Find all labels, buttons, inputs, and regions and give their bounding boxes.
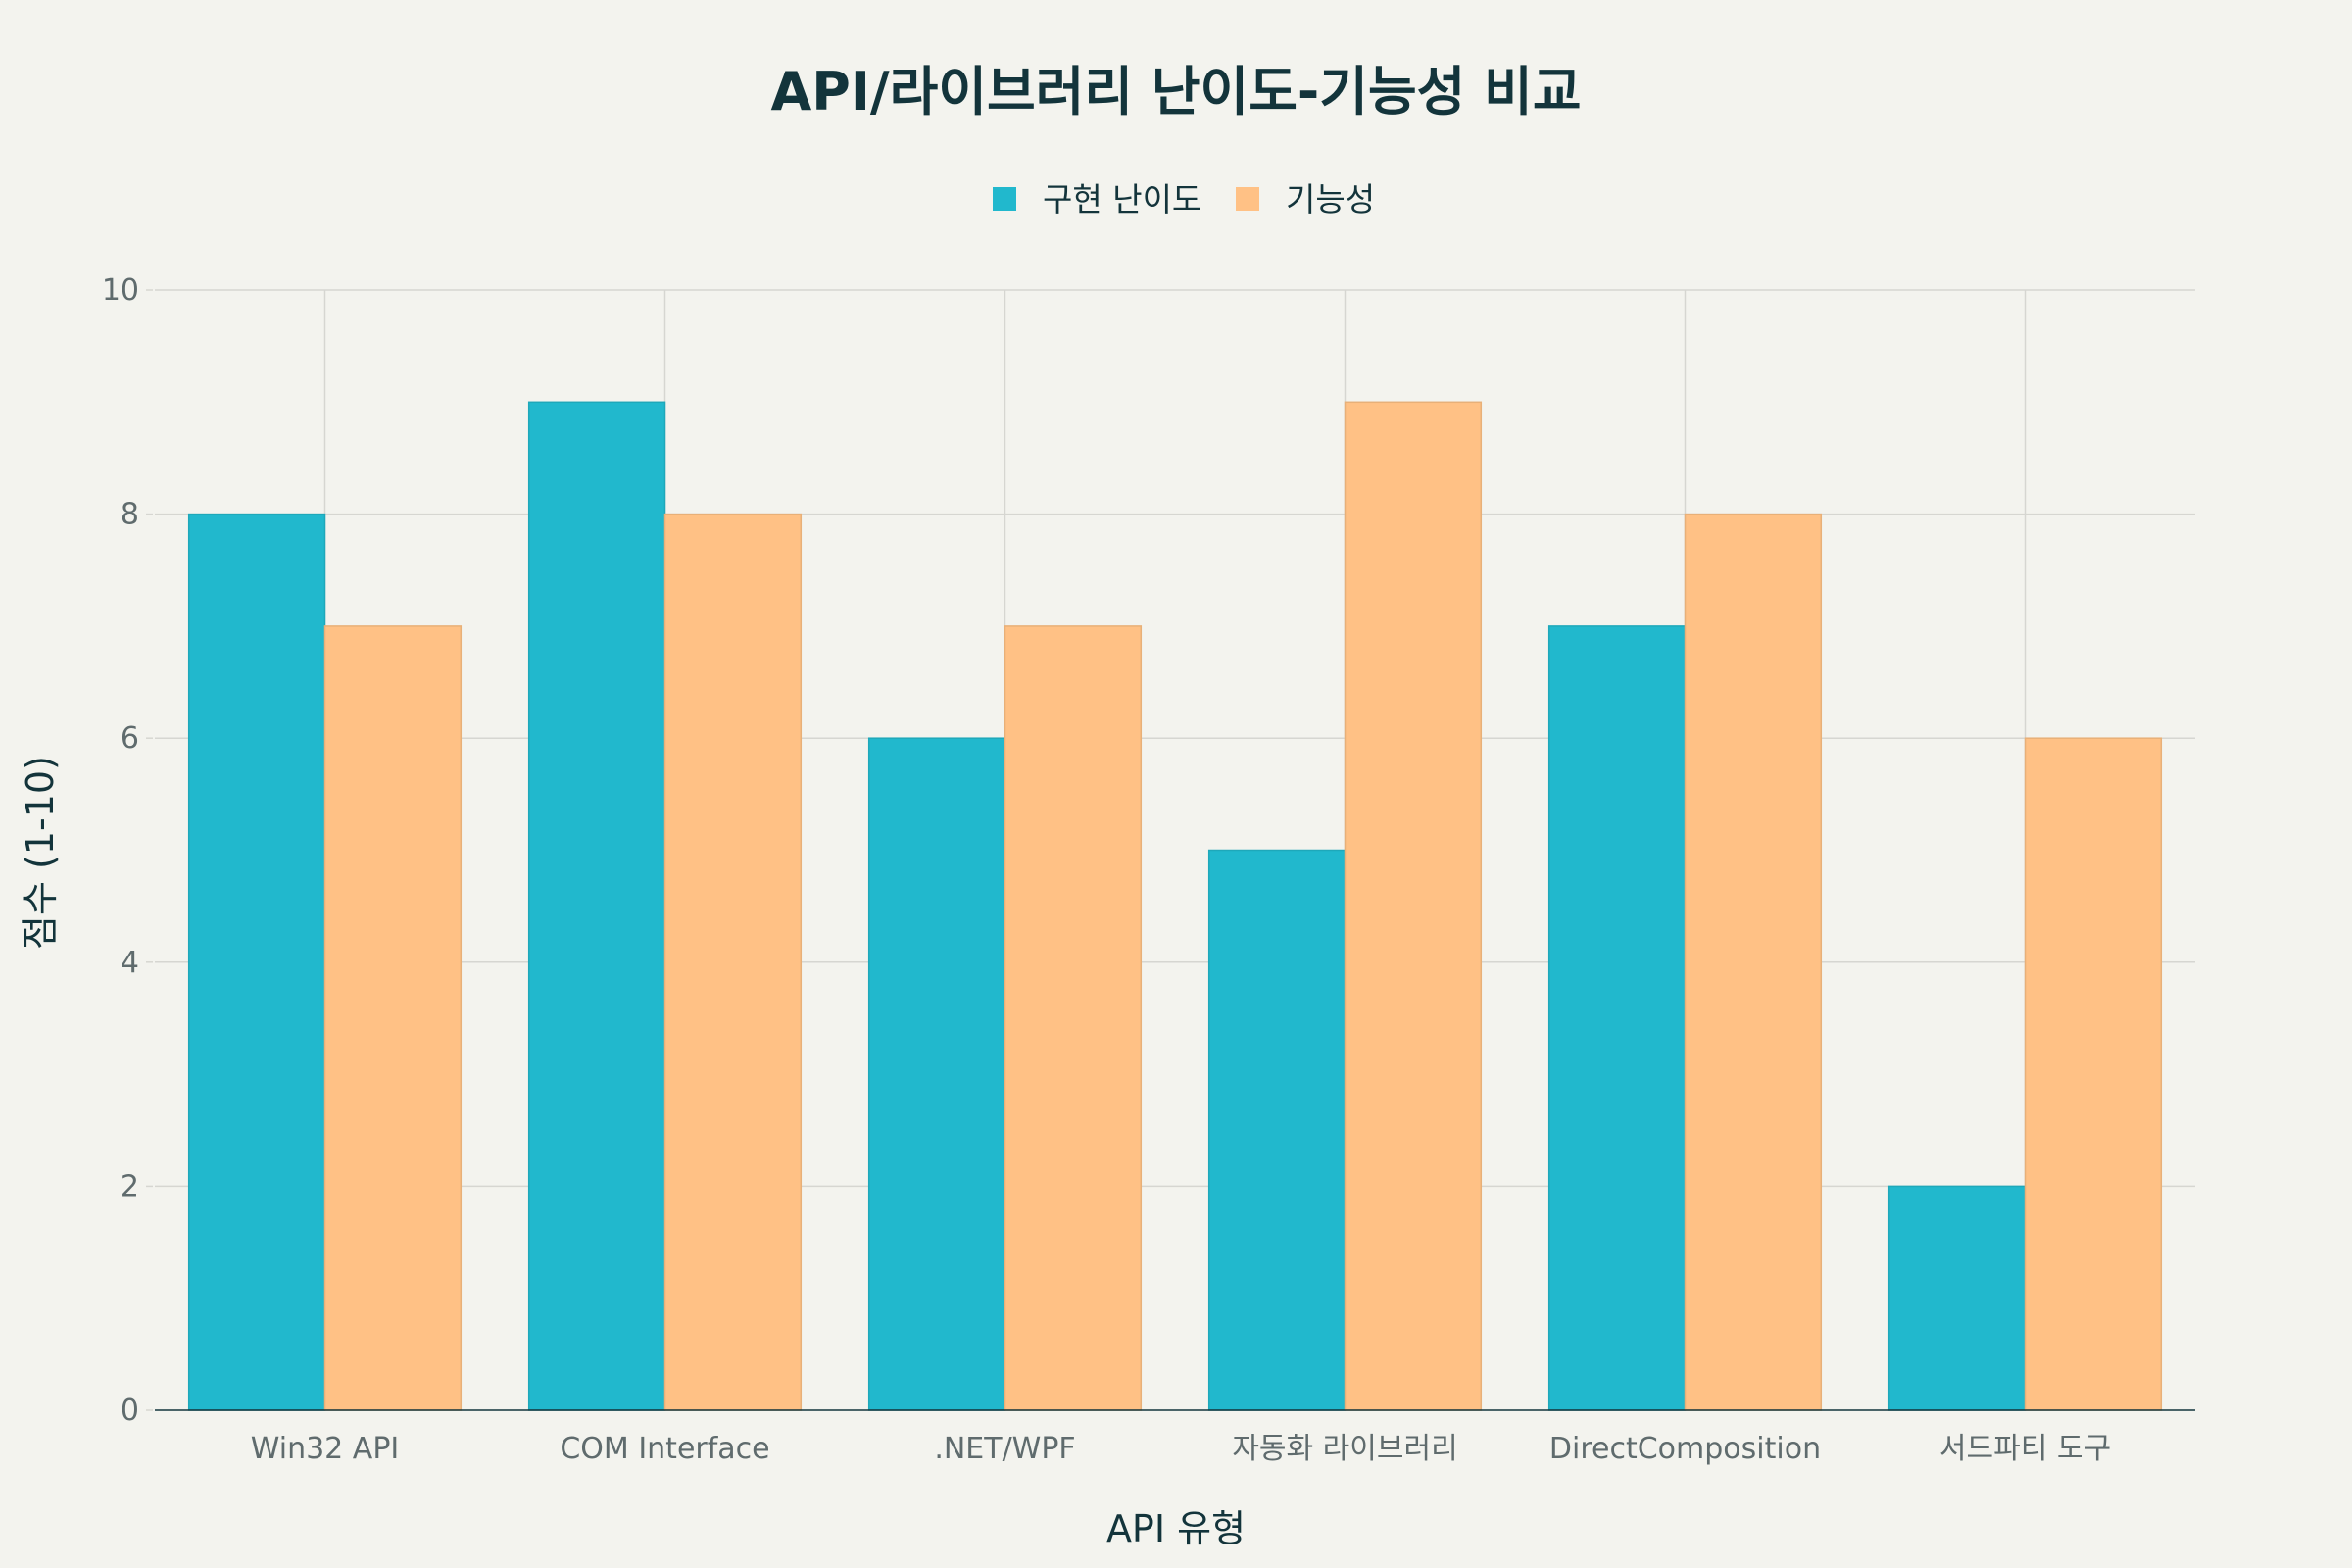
bar-difficulty-2 xyxy=(867,737,1006,1411)
bar-functionality-1 xyxy=(663,513,803,1411)
bar-difficulty-5 xyxy=(1887,1185,2027,1411)
legend-label-functionality: 기능성 xyxy=(1286,180,1375,219)
bar-difficulty-0 xyxy=(187,513,326,1411)
y-tick-label: 10 xyxy=(102,273,139,308)
y-tick-label: 8 xyxy=(121,498,139,532)
x-tick-label: COM Interface xyxy=(560,1432,769,1466)
chart-title: API/라이브러리 난이도-기능성 비교 xyxy=(770,61,1581,122)
legend-swatch-functionality xyxy=(1236,187,1259,211)
y-tick-label: 2 xyxy=(121,1169,139,1203)
bar-functionality-2 xyxy=(1004,625,1143,1411)
bar-difficulty-3 xyxy=(1207,849,1347,1411)
legend-swatch-difficulty xyxy=(993,187,1016,211)
bar-functionality-0 xyxy=(323,625,463,1411)
y-tick-label: 6 xyxy=(121,721,139,756)
y-tick-label: 0 xyxy=(121,1394,139,1428)
x-tick-labels: Win32 API COM Interface .NET/WPF 자동화 라이브러리 D… xyxy=(251,1432,2111,1466)
x-tick-label: 자동화 라이브러리 xyxy=(1232,1432,1457,1466)
bar-functionality-4 xyxy=(1684,513,1823,1411)
legend-label-difficulty: 구현 난이도 xyxy=(1043,180,1201,219)
bar-difficulty-4 xyxy=(1547,625,1687,1411)
x-axis-title: API 유형 xyxy=(1106,1507,1246,1550)
x-tick-label: .NET/WPF xyxy=(934,1432,1075,1466)
x-tick-label: 서드파티 도구 xyxy=(1939,1432,2111,1466)
bar-difficulty-1 xyxy=(527,401,666,1411)
x-tick-label: Win32 API xyxy=(251,1432,400,1466)
y-tick-label: 4 xyxy=(121,946,139,980)
bar-functionality-3 xyxy=(1344,401,1483,1411)
y-tick-labels: 0 2 4 6 8 10 xyxy=(102,273,139,1428)
bars xyxy=(187,401,2163,1411)
bar-functionality-5 xyxy=(2024,737,2163,1411)
x-tick-label: DirectComposition xyxy=(1549,1432,1821,1466)
legend: 구현 난이도 기능성 xyxy=(993,180,1375,219)
y-axis-title: 점수 (1-10) xyxy=(19,756,62,950)
